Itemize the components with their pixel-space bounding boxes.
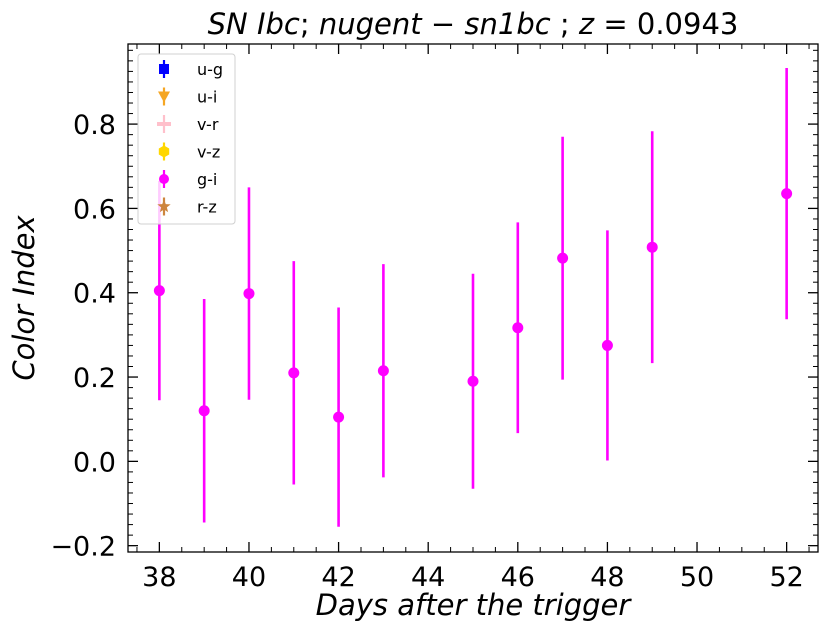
x-tick-label: 38 bbox=[142, 562, 176, 593]
data-point bbox=[781, 188, 793, 200]
data-point bbox=[512, 322, 524, 334]
x-tick-label: 50 bbox=[680, 562, 714, 593]
title-part: sn1bc bbox=[464, 7, 550, 41]
legend-label: u-i bbox=[197, 88, 217, 107]
legend-label: g-i bbox=[197, 170, 217, 189]
data-point bbox=[153, 285, 165, 297]
series-layer bbox=[153, 68, 793, 527]
x-tick-label: 52 bbox=[769, 562, 803, 593]
legend: u-g u-i v-r v-z g-i r-z bbox=[137, 53, 236, 225]
data-point bbox=[557, 252, 569, 264]
y-tick-label: 0.6 bbox=[73, 194, 116, 225]
data-point bbox=[467, 375, 479, 387]
data-point bbox=[646, 241, 658, 253]
x-tick-label: 42 bbox=[321, 562, 355, 593]
legend-label: v-z bbox=[197, 143, 220, 162]
data-point bbox=[377, 365, 389, 377]
title-part: = 0.0943 bbox=[594, 7, 738, 41]
x-tick-label: 46 bbox=[501, 562, 535, 593]
legend-marker-triangle bbox=[158, 91, 170, 103]
x-tick-label: 40 bbox=[232, 562, 266, 593]
y-tick-label: 0.0 bbox=[73, 447, 116, 478]
y-tick-label: 0.4 bbox=[73, 279, 116, 310]
legend-marker-star bbox=[157, 199, 171, 213]
legend-label: r-z bbox=[197, 198, 217, 217]
data-point bbox=[333, 411, 345, 423]
data-point bbox=[288, 367, 300, 379]
y-axis: −0.2 0.0 0.2 0.4 0.6 0.8 bbox=[50, 49, 818, 563]
legend-label: u-g bbox=[197, 60, 223, 79]
legend-marker-circle bbox=[159, 174, 169, 184]
x-tick-label: 44 bbox=[411, 562, 445, 593]
title-part: − bbox=[422, 7, 465, 41]
legend-marker-square bbox=[159, 64, 169, 74]
title-part: ; bbox=[300, 7, 319, 41]
x-axis: 38 40 42 44 46 48 50 52 bbox=[136, 44, 810, 593]
title-part: SN Ibc bbox=[208, 7, 300, 41]
title-part: nugent bbox=[319, 7, 423, 41]
title-part: ; bbox=[551, 7, 579, 41]
y-tick-label: −0.2 bbox=[50, 532, 116, 563]
y-tick-label: 0.8 bbox=[73, 110, 116, 141]
legend-box bbox=[137, 53, 236, 225]
chart-title: SN Ibc; nugent − sn1bc ; z = 0.0943 bbox=[208, 7, 739, 41]
data-point bbox=[243, 288, 255, 300]
legend-label: v-r bbox=[197, 115, 219, 134]
data-point bbox=[601, 339, 613, 351]
title-part: z bbox=[578, 7, 595, 41]
y-tick-label: 0.2 bbox=[73, 363, 116, 394]
x-axis-label: Days after the trigger bbox=[316, 588, 633, 622]
y-axis-label: Color Index bbox=[7, 215, 41, 381]
data-point bbox=[198, 405, 210, 417]
legend-marker-hexagon bbox=[158, 145, 170, 158]
x-tick-label: 48 bbox=[590, 562, 624, 593]
